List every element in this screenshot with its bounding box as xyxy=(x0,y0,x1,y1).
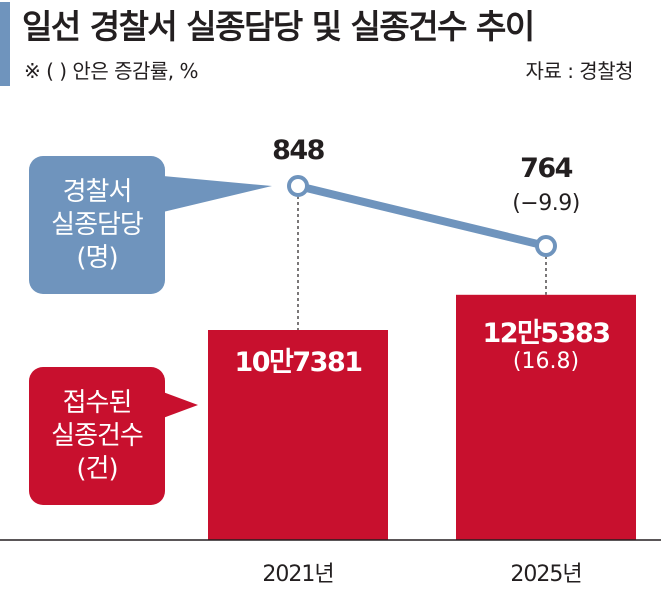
title-accent-bar xyxy=(0,2,10,86)
legend-officers-line-3: (명) xyxy=(76,242,118,273)
legend-officers-line-1: 경찰서 xyxy=(62,176,133,207)
legend-officers: 경찰서 실종담당 (명) xyxy=(29,156,165,294)
bar-value-label-2025: 12만5383 xyxy=(482,318,611,349)
line-value-label-2025: 764 xyxy=(520,153,573,184)
officers-series-line xyxy=(297,182,547,250)
legend-cases: 접수된 실종건수 (건) xyxy=(29,367,165,505)
line-value-label-2021: 848 xyxy=(272,135,325,166)
officers-point-2025년 xyxy=(535,235,557,257)
bar-2025년 xyxy=(456,294,636,540)
line-change-label-2025: (−9.9) xyxy=(512,191,580,216)
source-label: 자료 : 경찰청 xyxy=(525,59,634,83)
change-rate-note: ※ ( ) 안은 증감률, % xyxy=(24,59,199,83)
legend-officers-pointer xyxy=(163,176,272,212)
officers-point-2021년 xyxy=(287,175,309,197)
legend-cases-pointer xyxy=(163,392,198,418)
bar-value-label-2021: 10만7381 xyxy=(234,347,363,378)
legend-cases-line-2: 실종건수 xyxy=(51,420,144,451)
bar-2021년 xyxy=(208,330,388,540)
legend-cases-line-3: (건) xyxy=(76,453,118,484)
x-tick-2025: 2025년 xyxy=(510,562,582,587)
bar-change-label-2025: (16.8) xyxy=(512,349,580,374)
legend-cases-line-1: 접수된 xyxy=(62,387,133,418)
legend-officers-line-2: 실종담당 xyxy=(51,209,144,240)
x-tick-2021: 2021년 xyxy=(262,562,334,587)
chart-title: 일선 경찰서 실종담당 및 실종건수 추이 xyxy=(22,7,535,46)
